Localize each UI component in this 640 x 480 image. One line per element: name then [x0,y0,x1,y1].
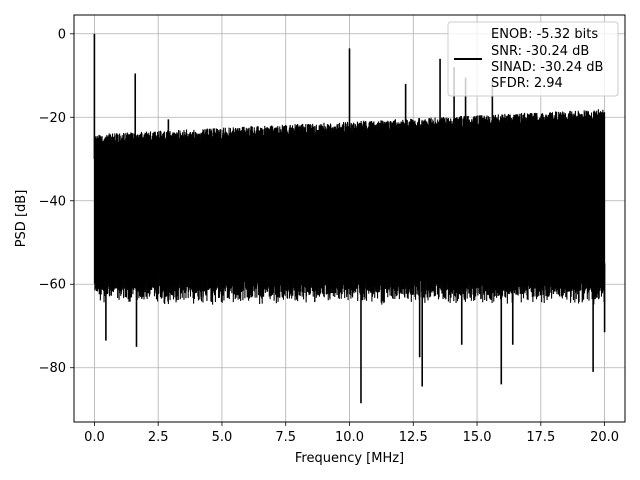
x-tick-label: 20.0 [590,430,619,445]
x-tick-label: 5.0 [212,430,233,445]
x-tick-label: 10.0 [335,430,364,445]
x-tick-label: 12.5 [399,430,428,445]
psd-series [93,33,606,404]
legend-entry-snr: SNR: -30.24 dB [491,44,589,59]
y-tick-label: −60 [39,278,66,293]
legend-entry-sfdr: SFDR: 2.94 [491,76,563,91]
legend-entry-sinad: SINAD: -30.24 dB [491,60,603,75]
legend-entry-enob: ENOB: -5.32 bits [491,27,598,42]
legend: ENOB: -5.32 bits SNR: -30.24 dB SINAD: -… [447,21,619,97]
x-tick-label: 7.5 [275,430,296,445]
x-tick-label: 2.5 [148,430,169,445]
y-tick-label: −40 [39,194,66,209]
y-axis-label: PSD [dB] [14,190,29,248]
x-axis-label: Frequency [MHz] [295,451,404,466]
x-tick-label: 17.5 [526,430,555,445]
y-tick-label: 0 [58,27,66,42]
legend-box [447,21,619,97]
y-tick-label: −80 [39,361,66,376]
y-tick-label: −20 [39,111,66,126]
x-tick-label: 0.0 [84,430,105,445]
psd-noise-trace [93,109,606,305]
x-tick-label: 15.0 [463,430,492,445]
axis-ticks: 0.0 2.5 5.0 7.5 10.0 12.5 15.0 17.5 20.0 0 −20 −40 −… [39,27,620,445]
